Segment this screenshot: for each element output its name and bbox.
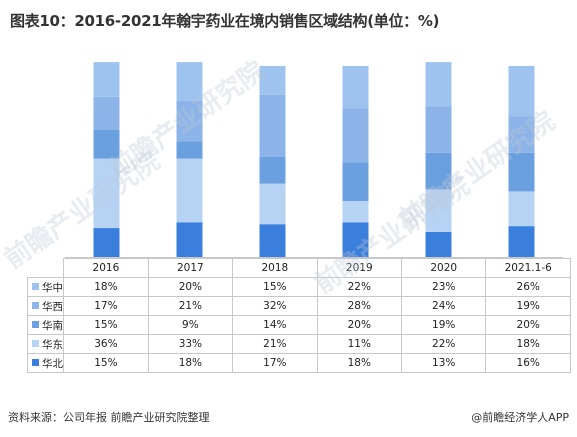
data-label: 18% bbox=[147, 353, 234, 373]
series-name: 华南 bbox=[42, 319, 63, 332]
bar-segment-2017-华北 bbox=[176, 222, 203, 257]
series-name: 华北 bbox=[42, 357, 63, 370]
data-label: 17% bbox=[232, 353, 318, 373]
legend-swatch bbox=[32, 321, 39, 328]
category-label: 2020 bbox=[400, 258, 487, 278]
data-label: 21% bbox=[147, 296, 234, 316]
data-label: 17% bbox=[63, 296, 149, 316]
bar-segment-2021.1-6-华中 bbox=[508, 65, 535, 117]
bar-segment-2017-华中 bbox=[176, 62, 203, 101]
series-label: 华东 bbox=[26, 334, 65, 354]
bar-segment-2018-华南 bbox=[259, 156, 286, 184]
bar-segment-2019-华南 bbox=[342, 162, 369, 202]
data-label: 20% bbox=[316, 315, 403, 335]
data-table: 2016 2017 2018 2019 2020 2021.1-6 华中 18% 20% 15%… bbox=[26, 258, 571, 373]
table-row: 华东 36% 33% 21% 11% 22% 18% bbox=[26, 334, 571, 354]
category-label: 2019 bbox=[316, 258, 403, 278]
series-name: 华西 bbox=[42, 300, 63, 313]
data-label: 9% bbox=[147, 315, 234, 335]
data-label: 11% bbox=[316, 334, 403, 354]
data-label: 24% bbox=[400, 296, 487, 316]
table-row: 华北 15% 18% 17% 18% 13% 16% bbox=[26, 353, 571, 373]
bar-segment-2017-华东 bbox=[176, 158, 203, 223]
bar-segment-2019-华东 bbox=[342, 201, 369, 223]
data-label: 14% bbox=[232, 315, 318, 335]
table-row: 华西 17% 21% 32% 28% 24% 19% bbox=[26, 296, 571, 316]
data-label: 15% bbox=[63, 315, 149, 335]
data-label: 19% bbox=[485, 296, 571, 316]
brand-credit: @前瞻经济学人APP bbox=[471, 411, 569, 424]
table-header-row: 2016 2017 2018 2019 2020 2021.1-6 bbox=[27, 258, 571, 278]
bar-segment-2018-华西 bbox=[259, 94, 286, 157]
bar-segment-2020-华中 bbox=[425, 62, 452, 107]
data-label: 26% bbox=[485, 277, 571, 297]
data-label: 33% bbox=[147, 334, 234, 354]
bar-segment-2016-华东 bbox=[93, 158, 120, 229]
bar-segment-2016-华北 bbox=[93, 228, 120, 257]
bar-segment-2016-华中 bbox=[93, 62, 120, 97]
data-label: 16% bbox=[485, 353, 571, 373]
data-label: 32% bbox=[232, 296, 318, 316]
source-note: 资料来源：公司年报 前瞻产业研究院整理 bbox=[8, 411, 210, 424]
data-label: 15% bbox=[63, 353, 149, 373]
bar-segment-2021.1-6-华东 bbox=[508, 191, 535, 227]
series-name: 华东 bbox=[42, 338, 63, 351]
data-label: 18% bbox=[485, 334, 571, 354]
stacked-bar-chart bbox=[65, 62, 563, 258]
bar-segment-2020-华东 bbox=[425, 189, 452, 232]
series-label: 华西 bbox=[26, 296, 65, 316]
table-row: 华中 18% 20% 15% 22% 23% 26% bbox=[26, 277, 571, 297]
data-label: 22% bbox=[400, 334, 487, 354]
bar-segment-2016-华西 bbox=[93, 96, 120, 130]
series-label: 华中 bbox=[26, 277, 65, 297]
table-row: 华南 15% 9% 14% 20% 19% 20% bbox=[26, 315, 571, 335]
bar-segment-2020-华北 bbox=[425, 231, 452, 257]
series-name: 华中 bbox=[42, 281, 63, 294]
data-label: 28% bbox=[316, 296, 403, 316]
category-label: 2018 bbox=[232, 258, 318, 278]
data-label: 23% bbox=[400, 277, 487, 297]
category-label: 2017 bbox=[147, 258, 234, 278]
bar-segment-2020-华西 bbox=[425, 106, 452, 153]
legend-swatch bbox=[32, 340, 39, 347]
data-label: 18% bbox=[316, 353, 403, 373]
bar-segment-2021.1-6-华西 bbox=[508, 116, 535, 153]
bar-segment-2016-华南 bbox=[93, 129, 120, 159]
bar-segment-2019-华北 bbox=[342, 222, 369, 257]
bar-segment-2021.1-6-华北 bbox=[508, 226, 535, 257]
legend-swatch bbox=[32, 302, 39, 309]
bar-segment-2017-华南 bbox=[176, 141, 203, 159]
data-label: 20% bbox=[147, 277, 234, 297]
legend-swatch bbox=[32, 283, 39, 290]
bar-segment-2018-华东 bbox=[259, 183, 286, 225]
bar-segment-2017-华西 bbox=[176, 100, 203, 142]
data-label: 36% bbox=[63, 334, 149, 354]
bar-segment-2018-华北 bbox=[259, 224, 286, 257]
data-label: 22% bbox=[316, 277, 403, 297]
data-label: 20% bbox=[485, 315, 571, 335]
category-label: 2021.1-6 bbox=[485, 258, 571, 278]
data-label: 19% bbox=[400, 315, 487, 335]
data-label: 15% bbox=[232, 277, 318, 297]
data-label: 13% bbox=[400, 353, 487, 373]
bar-segment-2019-华西 bbox=[342, 108, 369, 163]
bar-segment-2021.1-6-华南 bbox=[508, 152, 535, 192]
bar-segment-2019-华中 bbox=[342, 65, 369, 109]
table-corner bbox=[27, 258, 65, 278]
series-label: 华北 bbox=[26, 353, 65, 373]
data-label: 18% bbox=[63, 277, 149, 297]
series-label: 华南 bbox=[26, 315, 65, 335]
category-label: 2016 bbox=[63, 258, 149, 278]
bar-segment-2020-华南 bbox=[425, 152, 452, 190]
data-label: 21% bbox=[232, 334, 318, 354]
bar-segment-2018-华中 bbox=[259, 65, 286, 95]
chart-title: 图表10：2016-2021年翰宇药业在境内销售区域结构(单位：%) bbox=[10, 12, 440, 30]
legend-swatch bbox=[32, 359, 39, 366]
